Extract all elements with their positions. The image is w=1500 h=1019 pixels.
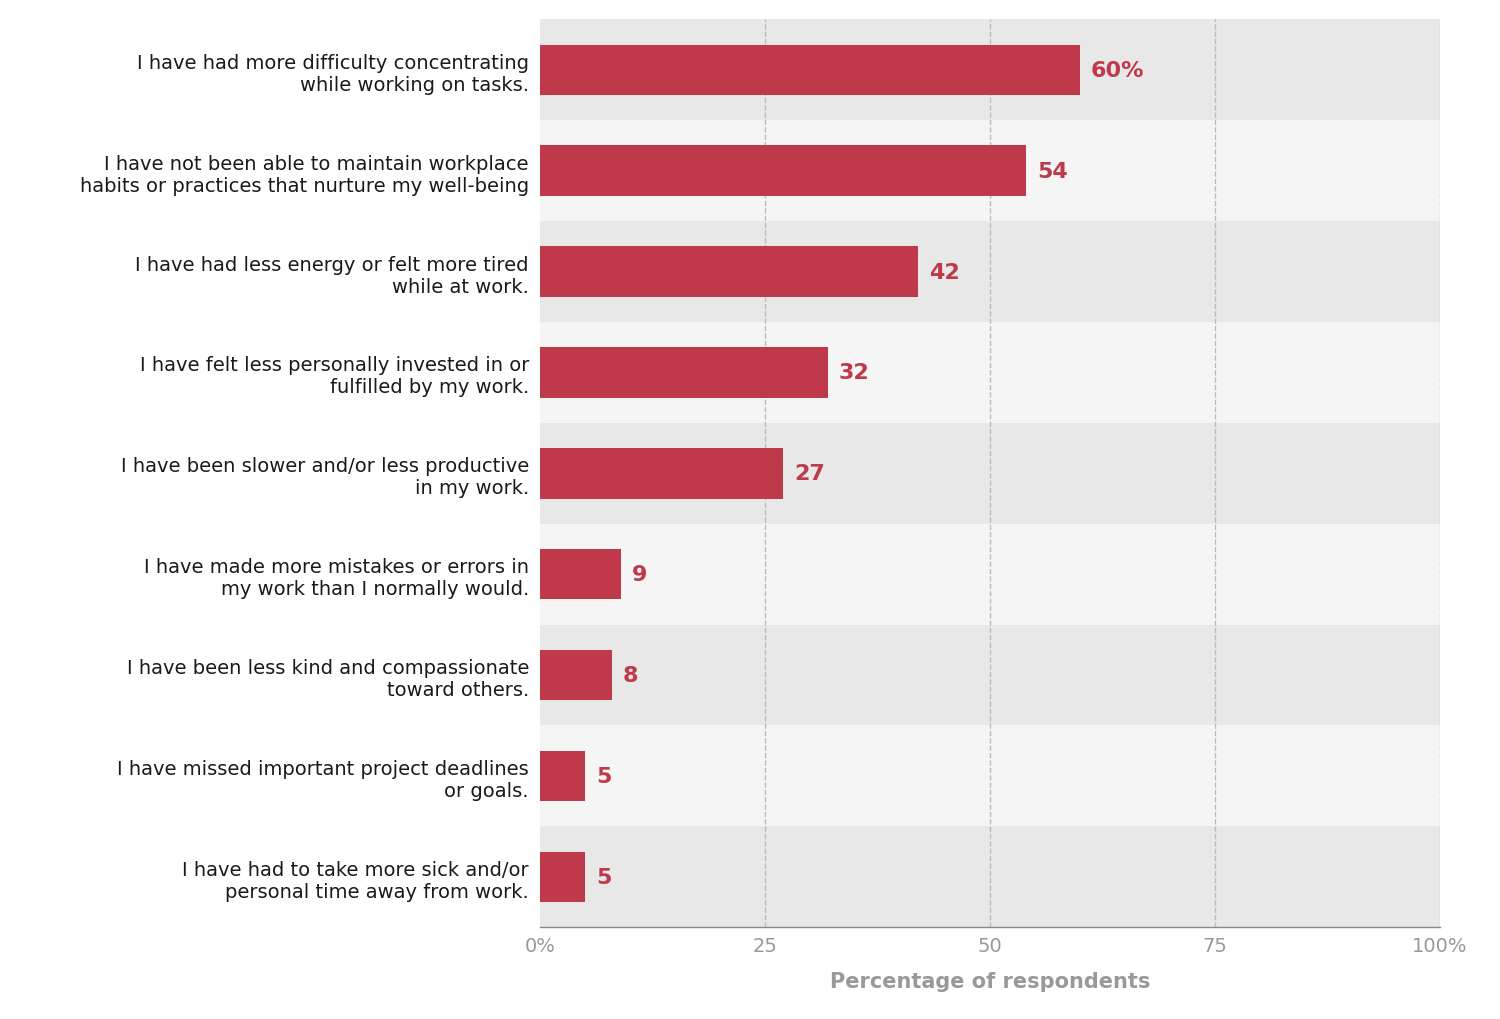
Bar [540,147,1026,197]
Text: 5: 5 [596,867,610,887]
Bar [540,726,1440,826]
Text: 5: 5 [596,766,610,786]
Bar [540,625,1440,726]
Bar [540,751,585,801]
Bar [540,424,1440,524]
Bar [540,46,1080,96]
Text: 9: 9 [632,565,646,585]
Bar [540,222,1440,323]
Text: 32: 32 [839,363,870,383]
Bar [540,549,621,600]
Bar [540,347,828,398]
Bar [540,448,783,499]
Text: 42: 42 [928,262,960,282]
X-axis label: Percentage of respondents: Percentage of respondents [830,971,1150,991]
Bar [540,20,1440,121]
Text: 27: 27 [794,464,825,484]
Bar [540,524,1440,625]
Bar [540,121,1440,222]
Bar [540,323,1440,424]
Bar [540,650,612,701]
Text: 54: 54 [1036,162,1068,181]
Bar [540,247,918,298]
Bar [540,826,1440,927]
Bar [540,852,585,902]
Text: 8: 8 [622,665,639,686]
Text: 60%: 60% [1090,61,1144,81]
